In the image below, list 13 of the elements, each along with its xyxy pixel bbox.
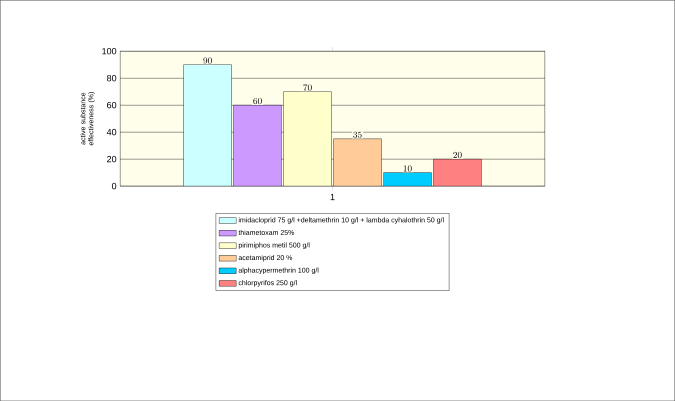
data-label: 60 xyxy=(253,98,262,104)
data-label: 20 xyxy=(453,152,462,158)
y-tick-label: 40 xyxy=(106,128,116,136)
data-label: 35 xyxy=(353,132,362,138)
y-tick-label: 60 xyxy=(107,102,116,108)
y-tick-label: 100 xyxy=(102,48,116,54)
y-tick-label: 20 xyxy=(107,156,116,162)
data-label: 10 xyxy=(404,165,412,172)
y-tick-label: 80 xyxy=(106,74,116,82)
x-tick-label: 1 xyxy=(330,194,335,200)
y-tick-label: 0 xyxy=(112,182,116,190)
data-label: 70 xyxy=(303,84,312,91)
data-label: 90 xyxy=(203,57,212,64)
